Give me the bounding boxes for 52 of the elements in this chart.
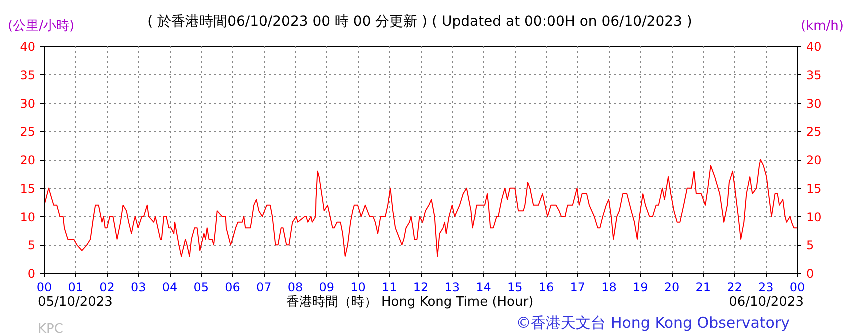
x-tick-label: 20 — [664, 280, 680, 294]
x-tick-label: 07 — [256, 280, 272, 294]
chart-title: ( 於香港時間06/10/2023 00 時 00 分更新 ) ( Updated at 00:00H on 06/10/2023 ) — [148, 14, 692, 30]
x-tick-label: 18 — [602, 280, 617, 294]
x-tick-label: 00 — [790, 280, 806, 294]
x-tick-label: 13 — [444, 280, 460, 294]
x-tick-label: 11 — [382, 280, 398, 294]
x-tick-label: 01 — [68, 280, 84, 294]
y2-tick-label: 5 — [806, 238, 814, 253]
x-tick-label: 23 — [758, 280, 774, 294]
y-tick-label: 15 — [20, 182, 36, 196]
x-tick-label: 17 — [570, 280, 586, 294]
text: 06/10/2023 — [729, 295, 804, 311]
x-tick-label: 02 — [100, 280, 115, 294]
y-tick-label: 10 — [20, 210, 36, 224]
y2-tick-label: 15 — [806, 182, 822, 196]
y-axis-title: (公里/小時) — [8, 19, 75, 35]
text: ©香港天文台 Hong Kong Observatory — [516, 314, 790, 332]
y-tick-label: 30 — [20, 96, 36, 111]
x-tick-label: 09 — [319, 280, 335, 294]
x-tick-label: 05 — [194, 280, 210, 294]
x-tick-label: 10 — [350, 280, 366, 294]
x-tick-label: 00 — [36, 280, 52, 294]
y2-tick-label: 30 — [806, 96, 822, 111]
line-series — [44, 160, 798, 257]
x-tick-label: 19 — [632, 280, 648, 294]
text: 05/10/2023 — [38, 295, 113, 311]
y2-tick-label: 35 — [806, 68, 822, 82]
x-tick-label: 14 — [476, 280, 492, 294]
y2-tick-label: 10 — [806, 210, 822, 224]
y-tick-label: 40 — [20, 40, 36, 54]
y2-tick-label: 40 — [806, 40, 822, 54]
x-tick-label: 04 — [162, 280, 178, 294]
x-tick-label: 15 — [507, 280, 523, 294]
x-tick-label: 03 — [130, 280, 146, 294]
y-tick-label: 5 — [28, 238, 36, 253]
x-tick-label: 22 — [727, 280, 742, 294]
x-tick-label: 12 — [413, 280, 429, 294]
y2-axis-title: (km/h) — [801, 19, 844, 35]
y2-tick-label: 25 — [806, 125, 822, 140]
y2-tick-label: 0 — [806, 267, 814, 281]
x-tick-label: 06 — [225, 280, 240, 294]
x-tick-label: 21 — [696, 280, 712, 294]
y2-tick-label: 20 — [806, 154, 822, 168]
y-tick-label: 35 — [20, 68, 36, 82]
y-tick-label: 25 — [20, 125, 36, 140]
x-tick-label: 08 — [288, 280, 304, 294]
x-tick-label: 16 — [538, 280, 554, 294]
text: KPC — [38, 322, 64, 336]
y-tick-label: 0 — [28, 267, 36, 281]
x-axis-title: 香港時間（時） Hong Kong Time (Hour) — [286, 295, 534, 311]
y-tick-label: 20 — [20, 154, 36, 168]
